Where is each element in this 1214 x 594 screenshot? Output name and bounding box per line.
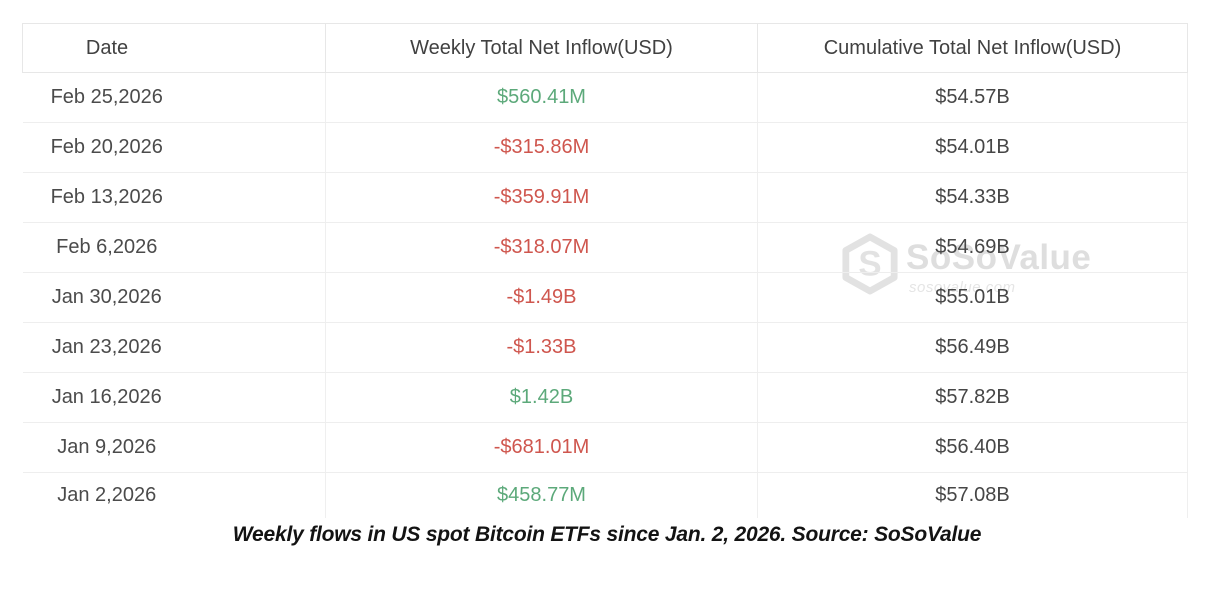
date-cell: Feb 13,2026: [22, 172, 326, 223]
table-row: Feb 20,2026 -$315.86M $54.01B: [22, 122, 1188, 173]
weekly-inflow-cell: -$1.33B: [325, 322, 758, 373]
table-row: Jan 2,2026 $458.77M $57.08B: [23, 472, 1188, 518]
date-cell: Feb 20,2026: [22, 122, 326, 173]
cumulative-inflow-cell: $56.49B: [757, 322, 1188, 373]
etf-flows-table: Date Weekly Total Net Inflow(USD) Cumula…: [22, 23, 1188, 518]
weekly-inflow-cell: -$359.91M: [325, 172, 758, 223]
table-caption: Weekly flows in US spot Bitcoin ETFs sin…: [232, 523, 982, 546]
table-row: Feb 13,2026 -$359.91M $54.33B: [22, 172, 1188, 223]
weekly-inflow-cell: -$315.86M: [325, 122, 758, 173]
weekly-inflow-cell: -$681.01M: [325, 422, 758, 473]
cumulative-inflow-cell: $57.82B: [757, 372, 1188, 423]
table-row: Jan 9,2026 -$681.01M $56.40B: [22, 422, 1188, 473]
column-header-date: Date: [22, 23, 326, 73]
date-cell: Feb 25,2026: [22, 72, 326, 123]
column-header-weekly-inflow: Weekly Total Net Inflow(USD): [325, 23, 758, 73]
table-row: Feb 6,2026 -$318.07M $54.69B: [22, 222, 1188, 273]
weekly-inflow-cell: -$1.49B: [325, 272, 758, 323]
cumulative-inflow-cell: $54.01B: [757, 122, 1188, 173]
etf-flows-table-container: Date Weekly Total Net Inflow(USD) Cumula…: [22, 23, 1188, 518]
date-cell: Jan 23,2026: [22, 322, 326, 373]
column-header-cumulative-inflow: Cumulative Total Net Inflow(USD): [757, 23, 1188, 73]
header-row: Date Weekly Total Net Inflow(USD) Cumula…: [22, 23, 1188, 73]
cumulative-inflow-cell: $54.33B: [757, 172, 1188, 223]
date-cell: Jan 9,2026: [22, 422, 326, 473]
date-cell: Jan 2,2026: [57, 483, 157, 506]
cumulative-inflow-cell: $57.08B: [757, 472, 1188, 518]
date-cell: Jan 30,2026: [22, 272, 326, 323]
date-cell: Jan 16,2026: [22, 372, 326, 423]
cumulative-inflow-cell: $54.69B: [757, 222, 1188, 273]
cumulative-inflow-cell: $54.57B: [757, 72, 1188, 123]
table-row: Jan 30,2026 -$1.49B $55.01B: [22, 272, 1188, 323]
table-row: Feb 25,2026 $560.41M $54.57B: [22, 72, 1188, 123]
cumulative-inflow-cell: $56.40B: [757, 422, 1188, 473]
weekly-inflow-cell: $1.42B: [325, 372, 758, 423]
table-row: Jan 23,2026 -$1.33B $56.49B: [22, 322, 1188, 373]
weekly-inflow-cell: $458.77M: [325, 472, 758, 518]
cumulative-inflow-cell: $55.01B: [757, 272, 1188, 323]
weekly-inflow-cell: $560.41M: [325, 72, 758, 123]
weekly-inflow-cell: -$318.07M: [325, 222, 758, 273]
date-cell: Feb 6,2026: [22, 222, 326, 273]
table-row: Jan 16,2026 $1.42B $57.82B: [22, 372, 1188, 423]
